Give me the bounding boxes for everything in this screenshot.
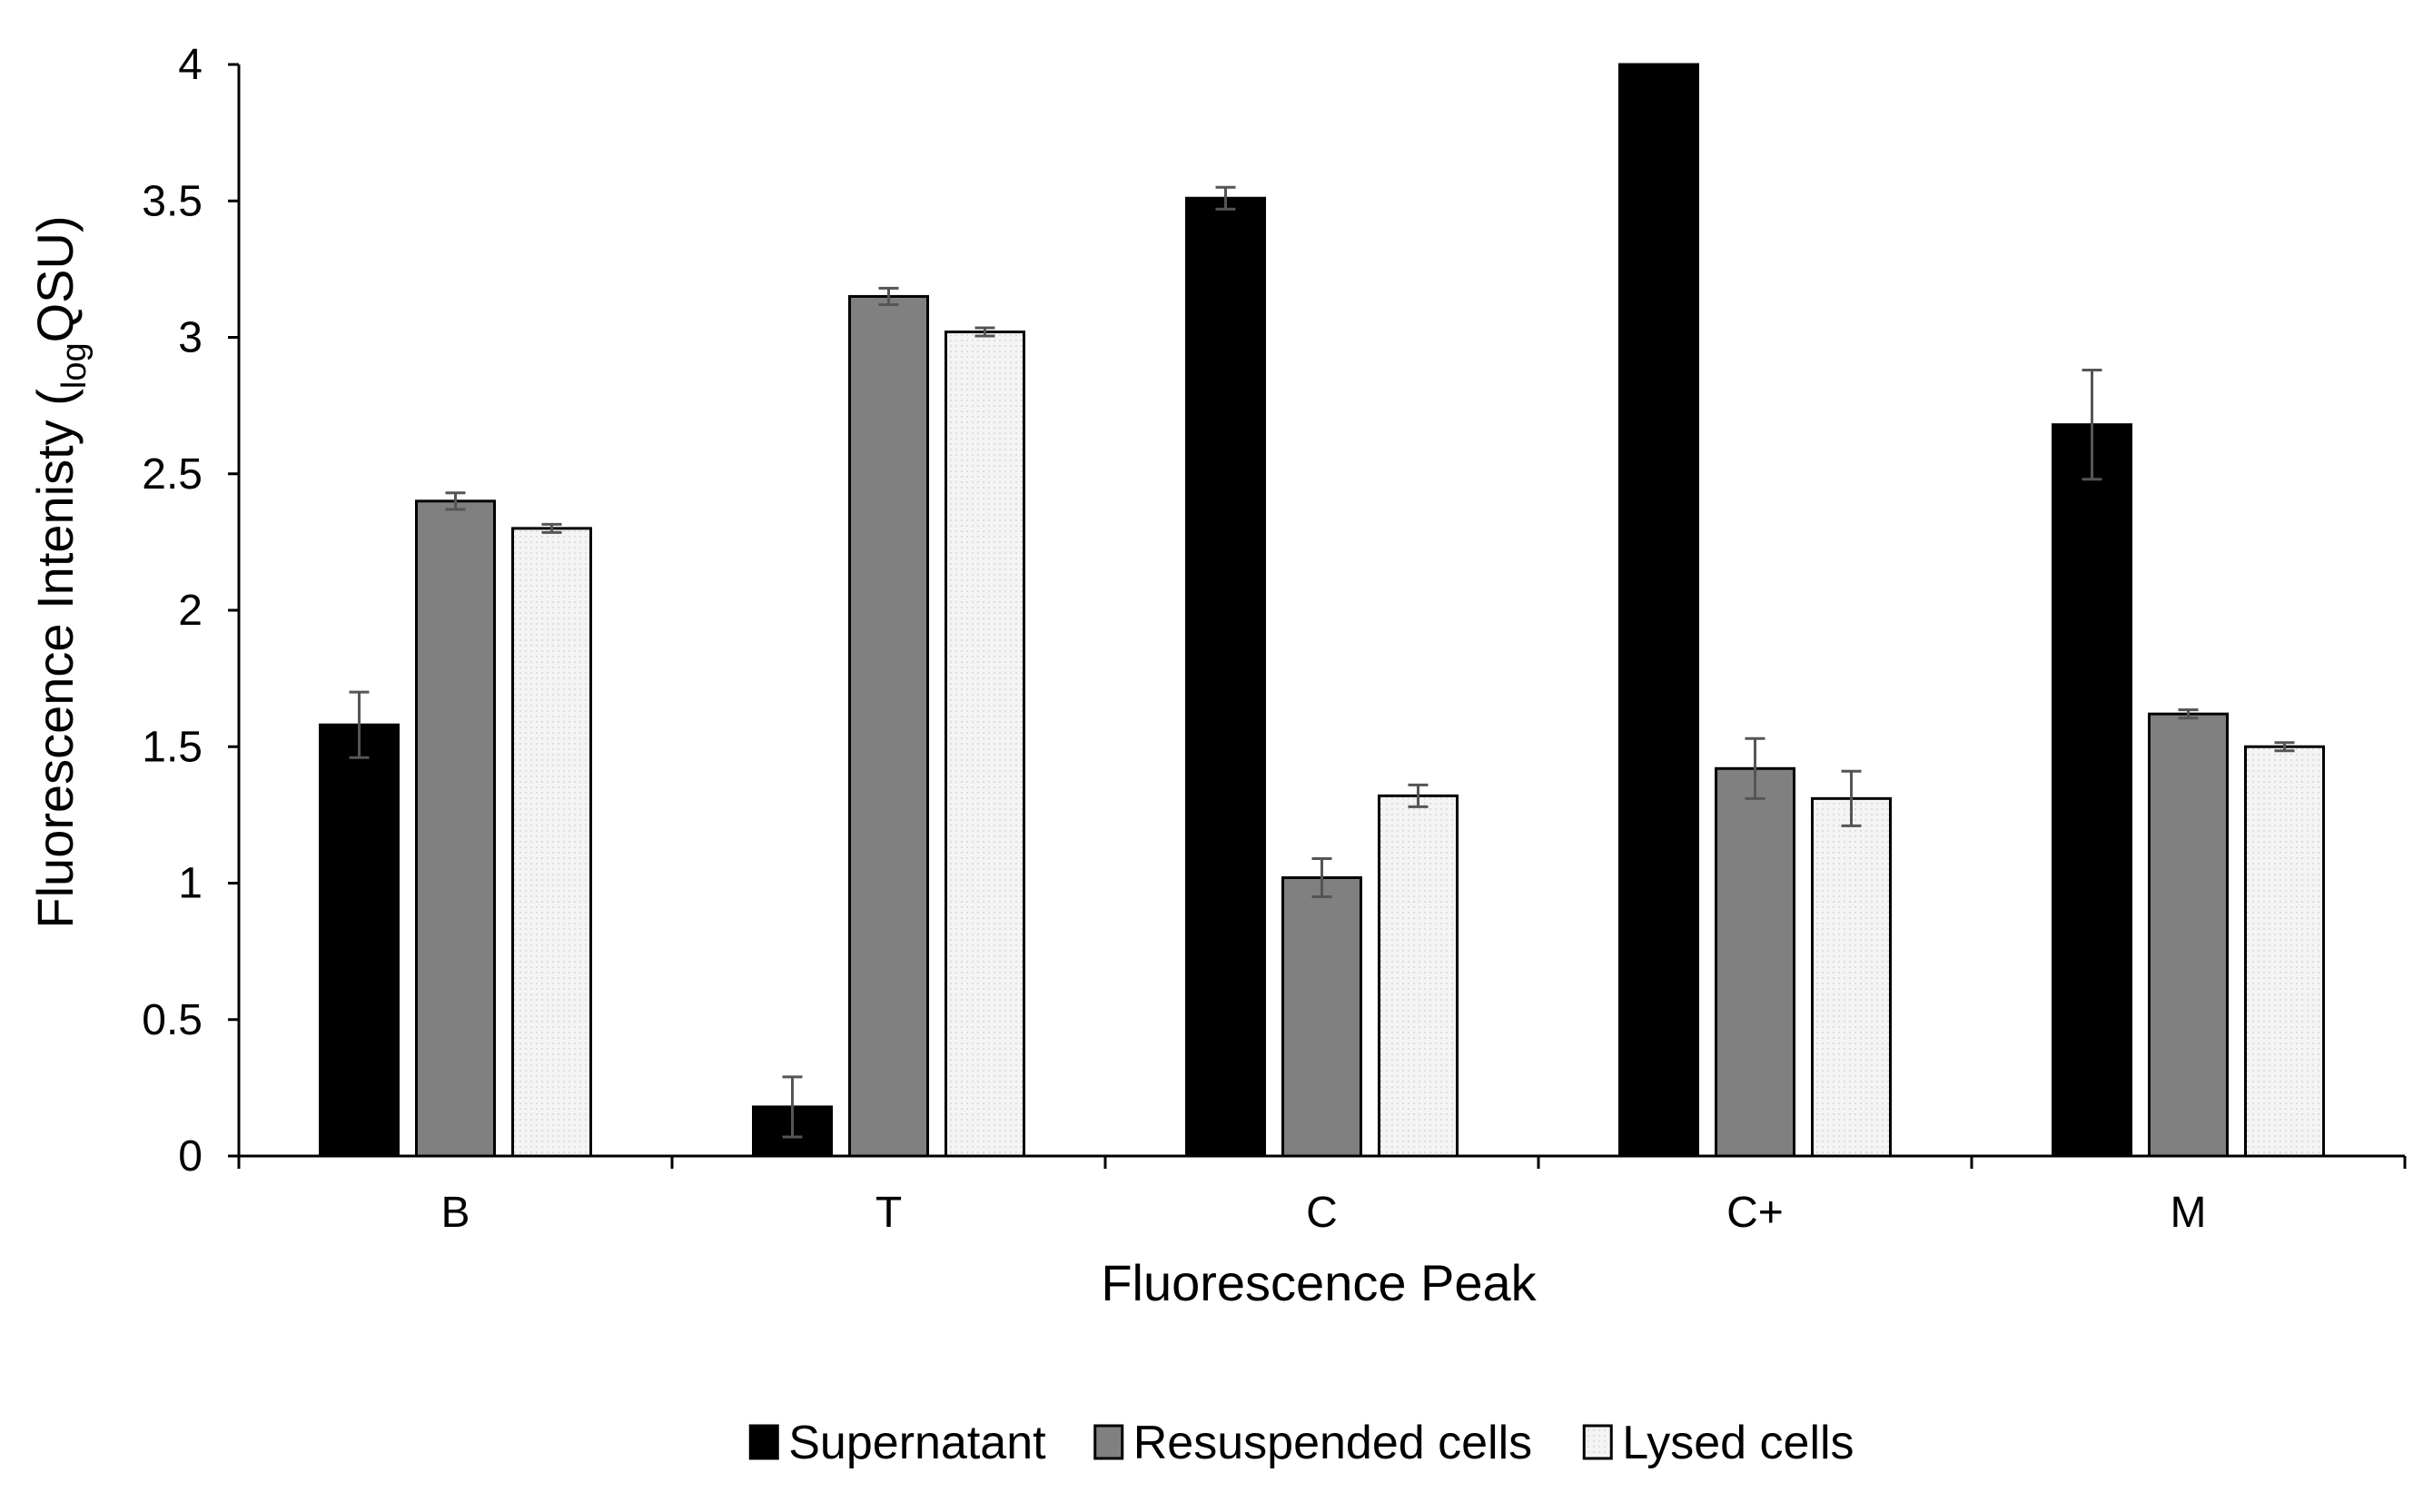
legend-label: Supernatant (788, 1417, 1046, 1469)
bar-resuspended-cells (1715, 766, 1795, 1158)
x-tick-label: C+ (1726, 1189, 1784, 1237)
legend: Supernatant Resuspended cells Lysed cells (748, 1417, 1854, 1469)
error-bar (1408, 783, 1429, 808)
error-bar (2082, 369, 2102, 481)
bar-supernatant (1618, 63, 1699, 1158)
y-tick-label: 1.5 (142, 723, 203, 771)
error-bar (1311, 856, 1332, 899)
bar-resuspended-cells (1281, 875, 1362, 1158)
error-bar (2178, 708, 2199, 720)
error-bar (541, 522, 562, 534)
bar-lysed-cells (1811, 796, 1892, 1158)
error-bar (1841, 769, 1862, 827)
bar-lysed-cells (945, 330, 1025, 1158)
error-bar (782, 1075, 803, 1139)
legend-label: Resuspended cells (1133, 1417, 1532, 1469)
bar-supernatant (1185, 196, 1266, 1158)
error-bar (1745, 736, 1765, 800)
bar-lysed-cells (1378, 794, 1459, 1158)
y-axis-title-prefix: Fluorescence Intenisty ( (26, 389, 84, 929)
bar-resuspended-cells (2148, 712, 2229, 1158)
y-tick-label: 4 (178, 41, 203, 89)
x-axis-title: Fluorescence Peak (1101, 1254, 1537, 1311)
bar-resuspended-cells (415, 499, 496, 1158)
y-tick-label: 0 (178, 1132, 203, 1181)
bar-supernatant (2052, 423, 2132, 1158)
y-tick-label: 1 (178, 860, 203, 908)
y-axis-title-subscript: log (55, 342, 94, 389)
x-tick-label: C (1306, 1189, 1338, 1237)
legend-item-supernatant: Supernatant (748, 1417, 1046, 1469)
error-bar (349, 690, 370, 759)
error-bar (878, 286, 899, 306)
error-bar (445, 491, 466, 511)
y-tick-label: 3.5 (142, 177, 203, 225)
bar-resuspended-cells (848, 294, 929, 1158)
x-tick-label: B (440, 1189, 470, 1237)
x-tick-label: T (875, 1189, 902, 1237)
legend-swatch (748, 1424, 779, 1460)
y-tick-label: 2.5 (142, 450, 203, 499)
legend-label: Lysed cells (1622, 1417, 1854, 1469)
bar-supernatant (319, 723, 400, 1158)
error-bar (974, 326, 995, 338)
legend-swatch (1582, 1424, 1613, 1460)
x-axis: B T C C+ M (237, 1154, 2407, 1237)
legend-item-lysed-cells: Lysed cells (1582, 1417, 1854, 1469)
bar-lysed-cells (2244, 745, 2325, 1158)
y-tick-label: 0.5 (142, 996, 203, 1044)
y-axis-title: Fluorescence Intenisty (logQSU) (26, 215, 94, 928)
y-tick-label: 3 (178, 314, 203, 362)
bar-lysed-cells (511, 527, 592, 1158)
error-bar (1215, 185, 1236, 211)
error-bar (2274, 741, 2295, 753)
x-tick-label: M (2171, 1189, 2207, 1237)
legend-swatch (1093, 1424, 1124, 1460)
plot-area (319, 63, 2325, 1158)
y-axis-title-suffix: QSU) (26, 215, 84, 342)
legend-item-resuspended-cells: Resuspended cells (1093, 1417, 1532, 1469)
y-tick-label: 2 (178, 587, 203, 635)
y-axis: 0 0.5 1 1.5 2 2.5 3 3.5 4 (142, 41, 241, 1181)
